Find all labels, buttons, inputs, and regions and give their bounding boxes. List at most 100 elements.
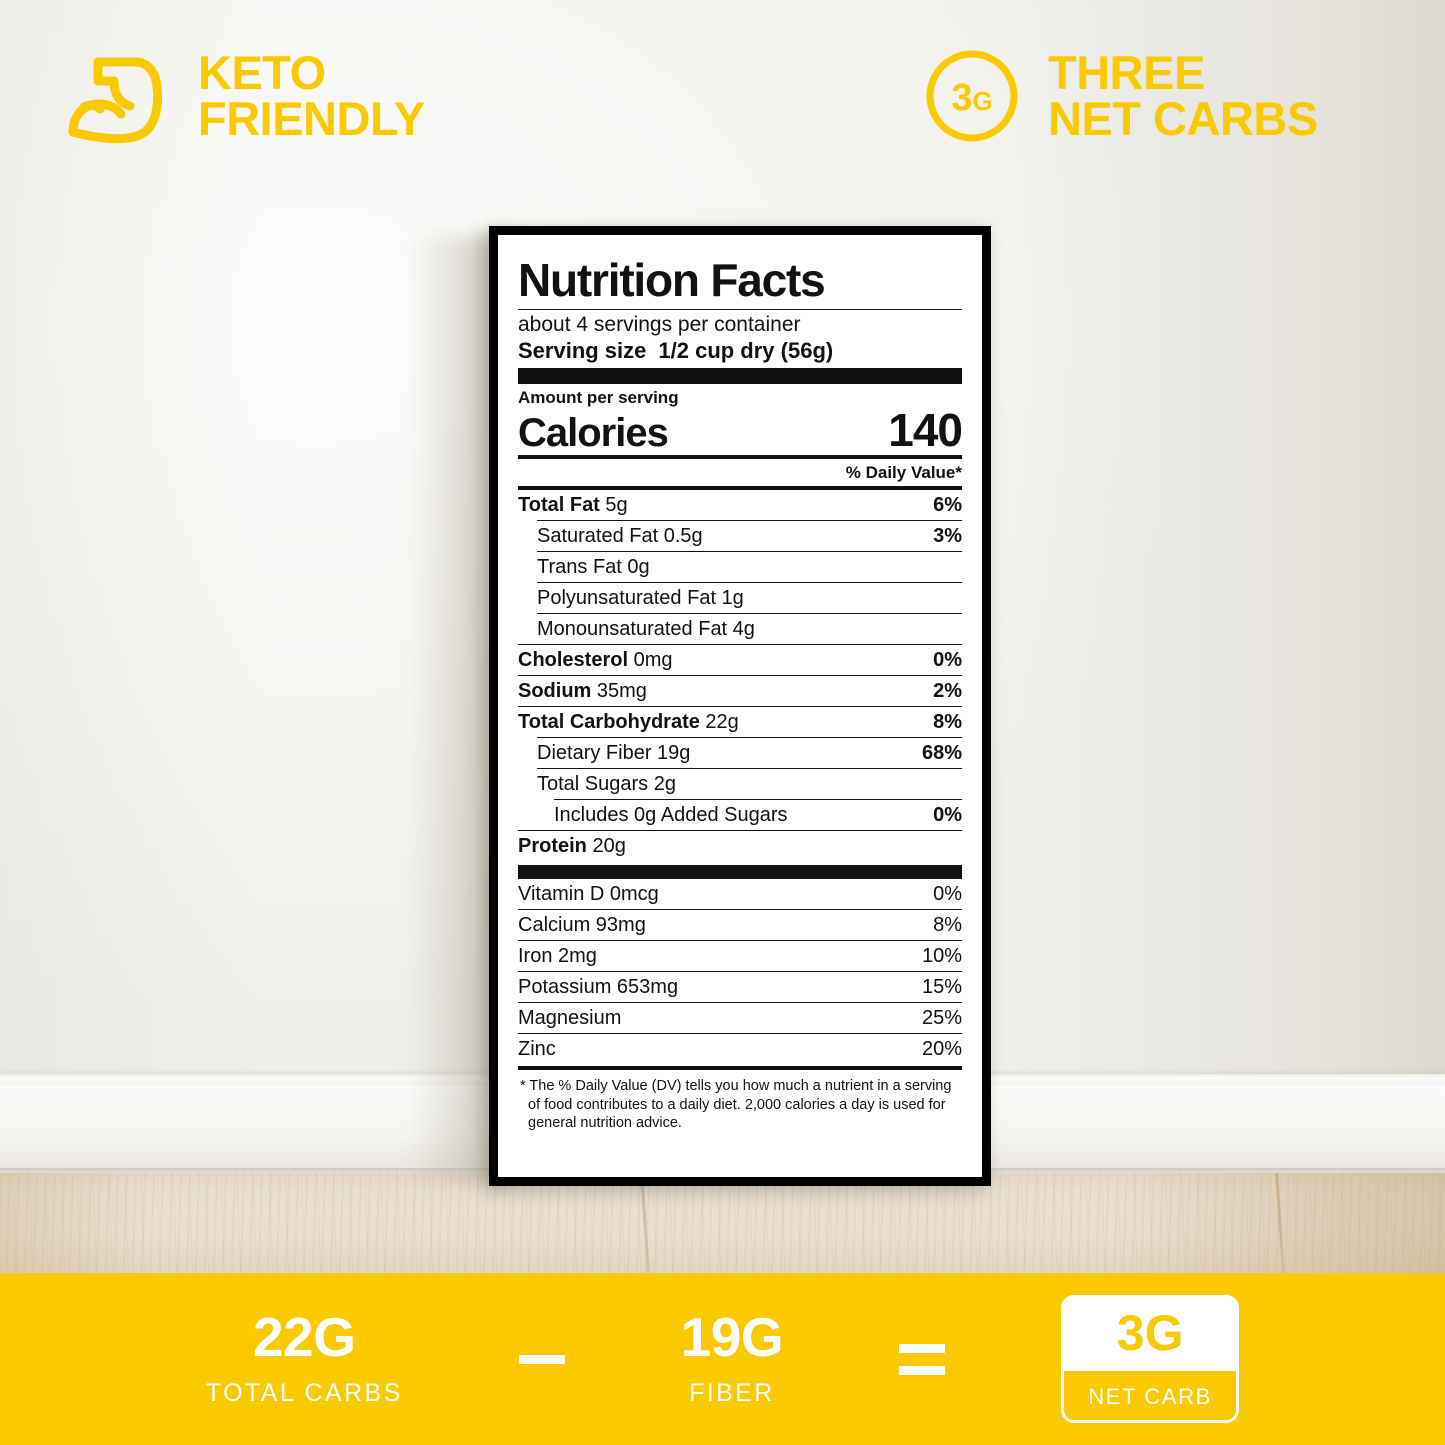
nutrient-row: Trans Fat 0g xyxy=(537,551,962,582)
netcarbs-line-1: THREE xyxy=(1048,45,1205,99)
keto-line-1: KETO xyxy=(198,45,326,99)
nutrient-row: Cholesterol 0mg 0% xyxy=(518,644,962,675)
total-carbs-caption: TOTAL CARBS xyxy=(205,1379,403,1407)
net-carbs-badge: 3G THREE NET CARBS xyxy=(922,46,1318,146)
flexed-bicep-icon xyxy=(68,46,172,146)
vitamin-table: Vitamin D 0mcg 0% Calcium 93mg 8% Iron 2mg 10… xyxy=(518,879,962,1064)
amount-per-serving-label: Amount per serving xyxy=(518,387,679,407)
daily-value-header: % Daily Value* xyxy=(845,463,962,483)
calories-value: 140 xyxy=(888,404,963,457)
keto-line-2: FRIENDLY xyxy=(198,92,425,145)
nutrient-daily-value: 68% xyxy=(921,742,962,765)
net-carb-math-bar: 22G TOTAL CARBS 19G FIBER 3G NET CARB xyxy=(0,1273,1445,1445)
svg-text:3G: 3G xyxy=(951,77,992,119)
floor-grain xyxy=(0,1173,1445,1275)
vitamin-daily-value: 8% xyxy=(933,914,962,937)
nutrient-row: Sodium 35mg 2% xyxy=(518,675,962,706)
nutrient-name: Cholesterol 0mg xyxy=(518,649,673,672)
vitamin-name: Magnesium xyxy=(518,1007,622,1030)
nutrient-name: Polyunsaturated Fat 1g xyxy=(537,587,744,610)
divider-below-calories xyxy=(518,455,962,460)
divider-thick-vitamins xyxy=(518,865,962,880)
fiber-caption: FIBER xyxy=(689,1379,775,1407)
nutrient-row: Protein 20g xyxy=(518,830,962,861)
net-carb-value: 3G xyxy=(1116,1305,1184,1361)
vitamin-row: Potassium 653mg 15% xyxy=(518,971,962,1002)
daily-value-footnote: * The % Daily Value (DV) tells you how m… xyxy=(520,1078,952,1131)
nutrient-daily-value: 2% xyxy=(933,680,962,703)
floor-shading-left xyxy=(0,1173,150,1275)
serving-size-value: 1/2 cup dry (56g) xyxy=(658,337,834,363)
nutrient-row: Total Carbohydrate 22g 8% xyxy=(518,706,962,737)
nutrient-row: Total Sugars 2g xyxy=(537,768,962,799)
nutrient-daily-value: 8% xyxy=(933,711,962,734)
nutrient-table: Total Fat 5g 6% Saturated Fat 0.5g 3% Trans … xyxy=(518,486,962,861)
nutrient-name: Sodium 35mg xyxy=(518,680,647,703)
calories-label: Calories xyxy=(518,411,669,456)
vitamin-row: Vitamin D 0mcg 0% xyxy=(518,879,962,909)
three-g-circle-icon: 3G xyxy=(922,46,1022,146)
vitamin-name: Zinc xyxy=(518,1038,556,1061)
nutrient-name: Total Sugars 2g xyxy=(537,773,676,796)
net-carbs-label: THREE NET CARBS xyxy=(1048,49,1318,145)
nutrient-name: Includes 0g Added Sugars xyxy=(554,804,788,827)
vitamin-daily-value: 15% xyxy=(921,976,962,999)
nutrient-name: Trans Fat 0g xyxy=(537,556,650,579)
wall-shading-right xyxy=(1015,0,1445,1085)
nutrient-row: Polyunsaturated Fat 1g xyxy=(537,582,962,613)
keto-friendly-label: KETO FRIENDLY xyxy=(198,49,425,145)
floor-shading-right xyxy=(1115,1173,1445,1275)
nutrient-name: Saturated Fat 0.5g xyxy=(537,525,703,548)
nutrient-row: Monounsaturated Fat 4g xyxy=(537,613,962,644)
vitamin-row: Zinc 20% xyxy=(518,1033,962,1064)
calories-row: Calories 140 xyxy=(518,404,963,457)
total-carbs-block: 22G TOTAL CARBS xyxy=(206,1310,403,1408)
fiber-block: 19G FIBER xyxy=(680,1306,784,1408)
nutrient-daily-value: 3% xyxy=(933,525,962,548)
wood-floor xyxy=(0,1173,1445,1275)
floor-grain-secondary xyxy=(0,1173,1445,1275)
net-carb-caption: NET CARB xyxy=(1088,1384,1212,1409)
divider-footnote xyxy=(518,1066,962,1071)
nutrient-name: Total Fat 5g xyxy=(518,494,628,517)
page-title: Nutrition Facts xyxy=(518,254,826,306)
fiber-value: 19G xyxy=(680,1306,784,1368)
keto-friendly-badge: KETO FRIENDLY xyxy=(68,46,425,146)
nutrient-daily-value: 0% xyxy=(933,649,962,672)
vitamin-name: Iron 2mg xyxy=(518,945,597,968)
serving-size-label: Serving size xyxy=(518,337,647,363)
wall-shading-left xyxy=(0,0,260,1085)
equals-operator-icon xyxy=(899,1343,946,1375)
nutrient-row: Includes 0g Added Sugars 0% xyxy=(554,799,962,830)
nutrient-name: Dietary Fiber 19g xyxy=(537,742,691,765)
vitamin-daily-value: 25% xyxy=(921,1007,962,1030)
nutrient-row: Saturated Fat 0.5g 3% xyxy=(537,520,962,551)
nutrient-name: Protein 20g xyxy=(518,835,626,858)
servings-per-container: about 4 servings per container xyxy=(518,313,801,336)
nutrient-row: Dietary Fiber 19g 68% xyxy=(537,737,962,768)
vitamin-row: Calcium 93mg 8% xyxy=(518,909,962,940)
nutrient-name: Monounsaturated Fat 4g xyxy=(537,618,755,641)
vitamin-name: Vitamin D 0mcg xyxy=(518,883,659,906)
serving-size-row: Serving size 1/2 cup dry (56g) xyxy=(518,338,962,368)
nutrient-daily-value: 0% xyxy=(933,804,962,827)
divider-thick-top xyxy=(518,367,962,384)
equals-bar-top xyxy=(899,1343,946,1353)
nutrition-facts-panel: Nutrition Facts about 4 servings per con… xyxy=(489,226,991,1186)
nutrition-facts-inner: Nutrition Facts about 4 servings per con… xyxy=(498,235,982,1177)
vitamin-name: Potassium 653mg xyxy=(518,976,679,999)
nutrient-name: Total Carbohydrate 22g xyxy=(518,711,739,734)
netcarbs-line-2: NET CARBS xyxy=(1048,92,1318,145)
vitamin-name: Calcium 93mg xyxy=(518,914,646,937)
net-carb-caption-area: NET CARB xyxy=(1061,1371,1240,1423)
net-carb-value-area: 3G xyxy=(1061,1295,1239,1371)
nutrient-row: Total Fat 5g 6% xyxy=(518,486,962,520)
equals-bar-bottom xyxy=(899,1365,946,1375)
minus-operator-icon xyxy=(518,1354,565,1364)
vitamin-daily-value: 20% xyxy=(921,1038,962,1061)
vitamin-daily-value: 10% xyxy=(921,945,962,968)
vitamin-row: Iron 2mg 10% xyxy=(518,940,962,971)
nutrient-daily-value: 6% xyxy=(933,494,962,517)
divider-title xyxy=(518,309,962,310)
